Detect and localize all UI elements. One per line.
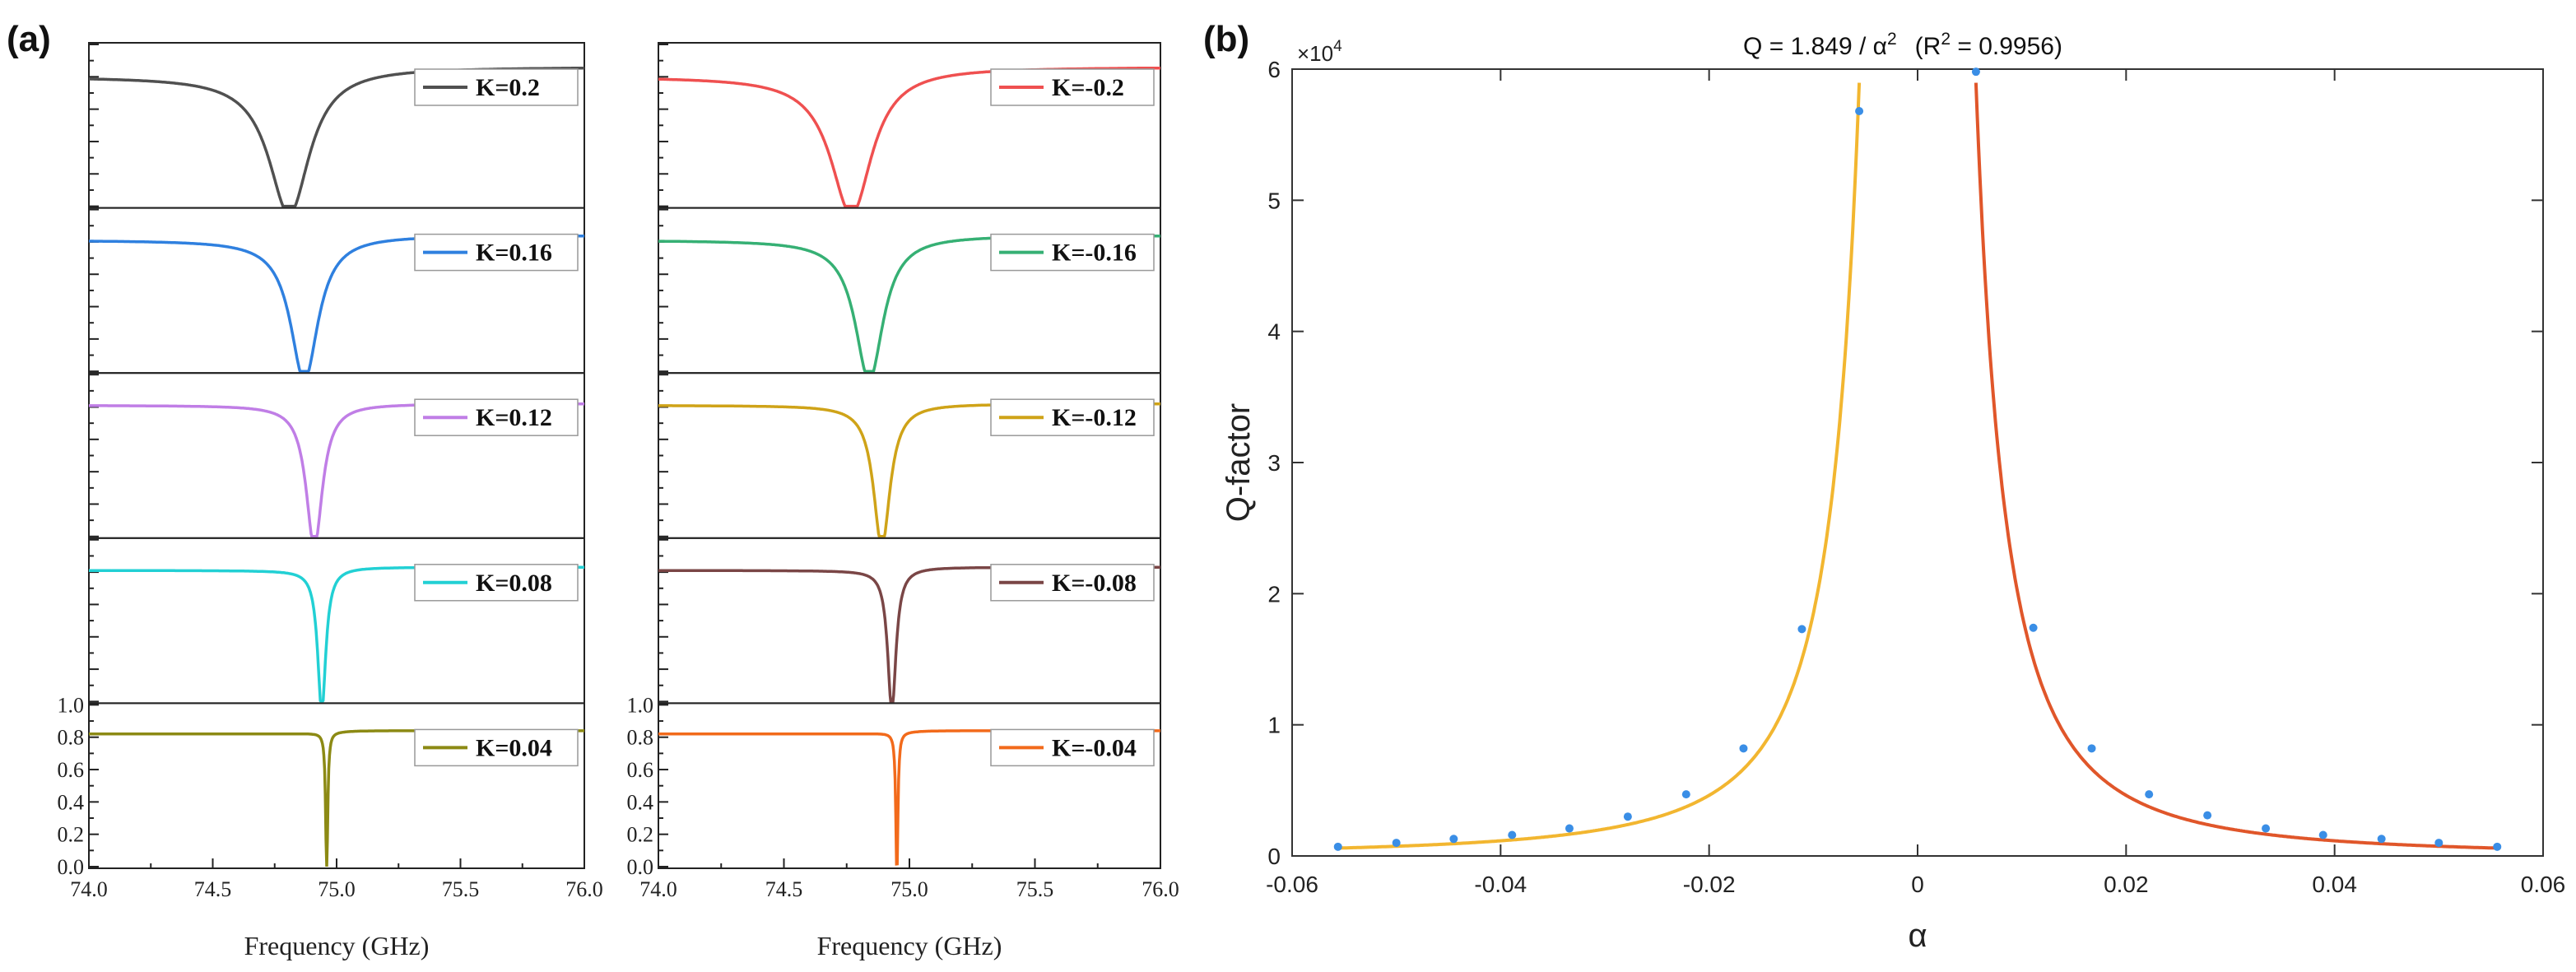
fit-curve-right: [1974, 82, 2496, 850]
legend-label: K=-0.16: [1052, 240, 1137, 267]
y-tick-label: 3: [1267, 450, 1281, 476]
x-tick-label: 75.0: [318, 877, 356, 901]
chart-title: Q = 1.849 / α2 (R2 = 0.9956): [1743, 30, 2062, 60]
data-point: [1797, 625, 1806, 634]
title-r-value: = 0.9956): [1951, 33, 2062, 60]
legend-label: K=0.16: [476, 240, 552, 267]
y-tick-label: 0.8: [58, 726, 85, 750]
data-point: [2203, 811, 2212, 820]
title-r-exponent: 2: [1941, 30, 1951, 49]
x-tick-label: 0.02: [2104, 872, 2149, 897]
y-tick-label: 0.2: [58, 823, 85, 847]
data-point: [1681, 790, 1690, 799]
x-tick-label: 75.5: [442, 877, 480, 901]
legend-label: K=0.08: [476, 570, 552, 597]
y-tick-label: 1: [1267, 713, 1281, 738]
y-tick-label: 0: [1267, 844, 1281, 869]
x-tick-label: 74.0: [639, 877, 677, 901]
subplot-3: K=-0.12: [658, 372, 1161, 539]
data-point: [1739, 744, 1748, 753]
data-point: [1449, 835, 1458, 844]
x-tick-label: -0.02: [1683, 872, 1736, 897]
y-tick-label: 0.6: [627, 758, 654, 782]
x-tick-label: 74.5: [194, 877, 232, 901]
subplot-5: K=0.04 0.0 0.2 0.4 0.6 0.8 1.0 74.0 74.5 75.0 75.5…: [58, 693, 603, 901]
legend-label: K=-0.12: [1052, 404, 1137, 431]
legend-label: K=-0.08: [1052, 570, 1137, 597]
data-point: [1623, 812, 1632, 821]
title-exponent: 2: [1887, 30, 1897, 49]
subplot-5: K=-0.04 0.0 0.2 0.4 0.6 0.8 1.0 74.0 74.5 75.0 75.…: [627, 693, 1179, 901]
data-point: [2029, 623, 2038, 632]
y-axis-label: Q-factor: [1221, 403, 1257, 522]
title-r-open: (R: [1915, 33, 1941, 60]
y-tick-label: 1.0: [627, 693, 654, 717]
x-tick-label: 75.0: [890, 877, 928, 901]
y-tick-label: 0.0: [627, 855, 654, 879]
y-tick-label: 0.4: [58, 790, 85, 814]
y-tick-label: 4: [1267, 319, 1281, 345]
y-tick-label: 1.0: [58, 693, 85, 717]
data-point: [2318, 830, 2327, 839]
panel-a-right-column: K=-0.2 K=-0.16 K=-0.12 K=-0.08 K=-0.04 0.0 0.2…: [627, 42, 1179, 960]
legend-label: K=0.12: [476, 404, 552, 431]
title-formula: Q = 1.849 / α: [1743, 33, 1887, 60]
y-tick-label: 6: [1267, 57, 1281, 82]
y-multiplier-exponent: 4: [1333, 38, 1342, 55]
y-tick-label: 0.0: [58, 855, 85, 879]
x-tick-label: 0.04: [2312, 872, 2357, 897]
x-tick-label: -0.04: [1474, 872, 1527, 897]
data-point: [1392, 839, 1401, 848]
legend-label: K=-0.2: [1052, 74, 1124, 101]
y-tick-label: 0.2: [627, 823, 654, 847]
x-tick-label: 0.06: [2521, 872, 2566, 897]
panel-label-a: (a): [7, 19, 51, 59]
x-tick-label: 74.0: [70, 877, 108, 901]
subplot-3: K=0.12: [88, 372, 585, 539]
x-tick-label: 74.5: [765, 877, 803, 901]
y-tick-label: 5: [1267, 188, 1281, 213]
x-tick-label: 76.0: [1142, 877, 1179, 901]
data-point: [1565, 824, 1574, 833]
x-axis-label: Frequency (GHz): [244, 931, 430, 960]
data-point: [2262, 824, 2271, 833]
data-point: [2087, 744, 2096, 753]
x-tick-label: 75.5: [1016, 877, 1054, 901]
data-point: [2434, 839, 2443, 848]
legend-box: [990, 398, 1155, 436]
legend-label: K=-0.04: [1052, 734, 1137, 761]
x-axis-label: α: [1908, 918, 1927, 954]
data-point: [1855, 106, 1864, 115]
y-tick-label: 0.8: [627, 726, 654, 750]
data-point: [1508, 830, 1517, 839]
subplot-1: K=0.2: [88, 42, 585, 209]
data-point: [1333, 842, 1342, 851]
panel-a-left-column: K=0.2 K=0.16 K=0.12 K=0.08 K=0.04 0.0 0.2 0.4 0.…: [58, 42, 603, 960]
panel-label-b: (b): [1203, 19, 1249, 59]
subplot-2: K=-0.16: [658, 207, 1161, 374]
data-point: [2493, 842, 2502, 851]
x-tick-label: 76.0: [565, 877, 603, 901]
y-tick-label: 0.6: [58, 758, 85, 782]
fit-curve-left: [1339, 82, 1862, 850]
subplot-4: K=-0.08: [658, 537, 1161, 705]
legend-label: K=0.04: [476, 734, 552, 761]
y-tick-label: 0.4: [627, 790, 654, 814]
y-multiplier-base: ×10: [1297, 41, 1333, 66]
y-tick-label: 2: [1267, 581, 1281, 607]
x-axis-label: Frequency (GHz): [817, 931, 1002, 960]
data-point: [2377, 835, 2386, 844]
subplot-4: K=0.08: [88, 537, 585, 705]
data-point: [1971, 67, 1980, 77]
y-multiplier: ×104: [1297, 38, 1342, 66]
data-point: [2145, 790, 2154, 799]
x-tick-label: -0.06: [1266, 872, 1318, 897]
x-tick-label: 0: [1911, 872, 1924, 897]
legend-label: K=0.2: [476, 74, 540, 101]
